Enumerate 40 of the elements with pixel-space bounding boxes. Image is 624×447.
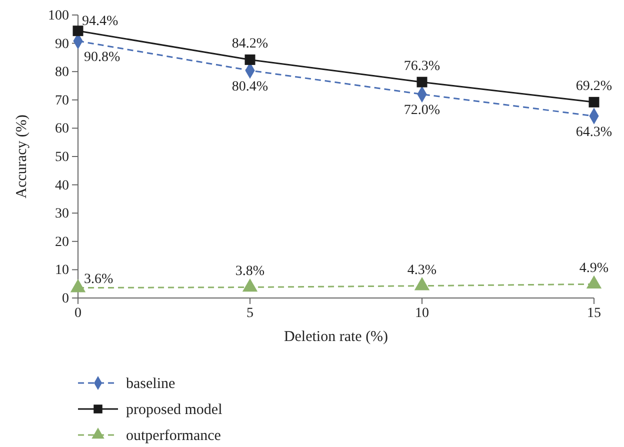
y-tick-label: 70 xyxy=(55,93,69,108)
point xyxy=(414,277,430,290)
data-label: 4.9% xyxy=(579,261,609,276)
data-label: 69.2% xyxy=(576,79,612,94)
y-tick-label: 0 xyxy=(62,291,69,306)
data-label: 3.6% xyxy=(84,272,114,287)
data-label: 64.3% xyxy=(576,125,612,140)
x-tick-label: 5 xyxy=(246,306,254,321)
legend-label: outperformance xyxy=(126,428,222,444)
y-tick-label: 80 xyxy=(55,65,69,80)
point xyxy=(244,54,256,65)
y-tick-label: 40 xyxy=(55,178,69,194)
y-tick-label: 10 xyxy=(55,263,69,278)
data-label: 3.8% xyxy=(235,264,265,280)
y-tick-label: 20 xyxy=(55,234,69,250)
point xyxy=(586,275,602,289)
x-tick-label: 10 xyxy=(415,306,429,321)
data-label: 90.8% xyxy=(84,50,120,66)
data-label: 4.3% xyxy=(407,262,437,278)
data-label: 72.0% xyxy=(404,103,440,118)
y-tick-label: 60 xyxy=(55,122,69,137)
point xyxy=(242,278,258,292)
y-tick-label: 90 xyxy=(55,36,69,52)
x-axis-title: Deletion rate (%) xyxy=(284,329,388,345)
y-tick-label: 100 xyxy=(48,8,69,24)
y-tick-label: 50 xyxy=(55,150,69,165)
point xyxy=(72,26,84,36)
legend-label: proposed model xyxy=(126,402,222,418)
y-tick-label: 30 xyxy=(55,206,69,222)
point xyxy=(588,96,600,108)
x-tick-label: 15 xyxy=(587,306,601,321)
data-label: 76.3% xyxy=(404,59,440,74)
data-label: 94.4% xyxy=(82,14,118,29)
data-label: 80.4% xyxy=(232,79,268,94)
legend-label: baseline xyxy=(126,376,176,392)
y-axis-title: Accuracy (%) xyxy=(14,114,30,198)
x-tick-label: 0 xyxy=(74,306,82,321)
point xyxy=(416,76,428,88)
point xyxy=(70,279,86,292)
data-label: 84.2% xyxy=(232,36,268,52)
